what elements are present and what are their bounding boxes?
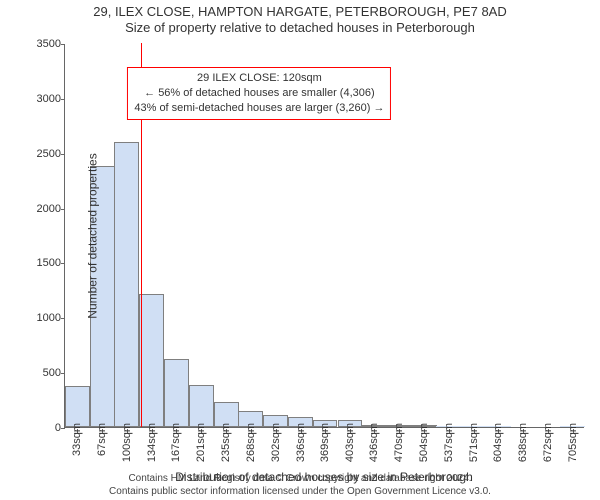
x-tick-label: 403sqm (344, 423, 356, 462)
chart-zone: 050010001500200025003000350033sqm67sqm10… (64, 44, 584, 428)
histogram-bar (114, 142, 139, 427)
y-tick: 3000 (21, 93, 61, 105)
x-tick-label: 67sqm (96, 423, 108, 456)
y-axis-label: Number of detached properties (86, 153, 100, 318)
histogram-bar (139, 294, 164, 427)
footer-line-2: Contains public sector information licen… (0, 486, 600, 499)
histogram-bar (65, 386, 90, 427)
x-tick-label: 268sqm (245, 423, 257, 462)
y-tick: 2000 (21, 203, 61, 215)
x-tick-label: 201sqm (195, 423, 207, 462)
x-tick-label: 672sqm (542, 423, 554, 462)
x-tick-label: 235sqm (220, 423, 232, 462)
y-tick: 500 (21, 367, 61, 379)
y-tick: 3500 (21, 38, 61, 50)
footer: Contains HM Land Registry data © Crown c… (0, 473, 600, 498)
plot-area: 050010001500200025003000350033sqm67sqm10… (64, 44, 584, 428)
title-line-2: Size of property relative to detached ho… (0, 20, 600, 42)
info-box-line: 43% of semi-detached houses are larger (… (134, 101, 384, 116)
title-line-1: 29, ILEX CLOSE, HAMPTON HARGATE, PETERBO… (0, 0, 600, 20)
x-tick-label: 336sqm (295, 423, 307, 462)
x-tick-label: 167sqm (170, 423, 182, 462)
x-tick-label: 134sqm (146, 423, 158, 462)
histogram-bar (189, 385, 214, 427)
x-tick-label: 571sqm (468, 423, 480, 462)
x-tick-label: 100sqm (121, 423, 133, 462)
info-box-line: ← 56% of detached houses are smaller (4,… (134, 86, 384, 101)
y-tick: 0 (21, 422, 61, 434)
chart-container: 29, ILEX CLOSE, HAMPTON HARGATE, PETERBO… (0, 0, 600, 500)
x-tick-label: 504sqm (418, 423, 430, 462)
x-tick-label: 537sqm (443, 423, 455, 462)
x-tick-label: 638sqm (517, 423, 529, 462)
x-tick-label: 470sqm (393, 423, 405, 462)
histogram-bar (164, 359, 189, 427)
x-tick-label: 604sqm (492, 423, 504, 462)
footer-line-1: Contains HM Land Registry data © Crown c… (0, 473, 600, 486)
x-tick-label: 302sqm (270, 423, 282, 462)
y-tick: 1500 (21, 257, 61, 269)
x-tick-label: 33sqm (71, 423, 83, 456)
y-tick: 1000 (21, 312, 61, 324)
x-tick-label: 705sqm (567, 423, 579, 462)
x-tick-label: 436sqm (368, 423, 380, 462)
x-tick-label: 369sqm (319, 423, 331, 462)
y-tick: 2500 (21, 148, 61, 160)
info-box: 29 ILEX CLOSE: 120sqm← 56% of detached h… (127, 67, 391, 120)
info-box-line: 29 ILEX CLOSE: 120sqm (134, 71, 384, 86)
